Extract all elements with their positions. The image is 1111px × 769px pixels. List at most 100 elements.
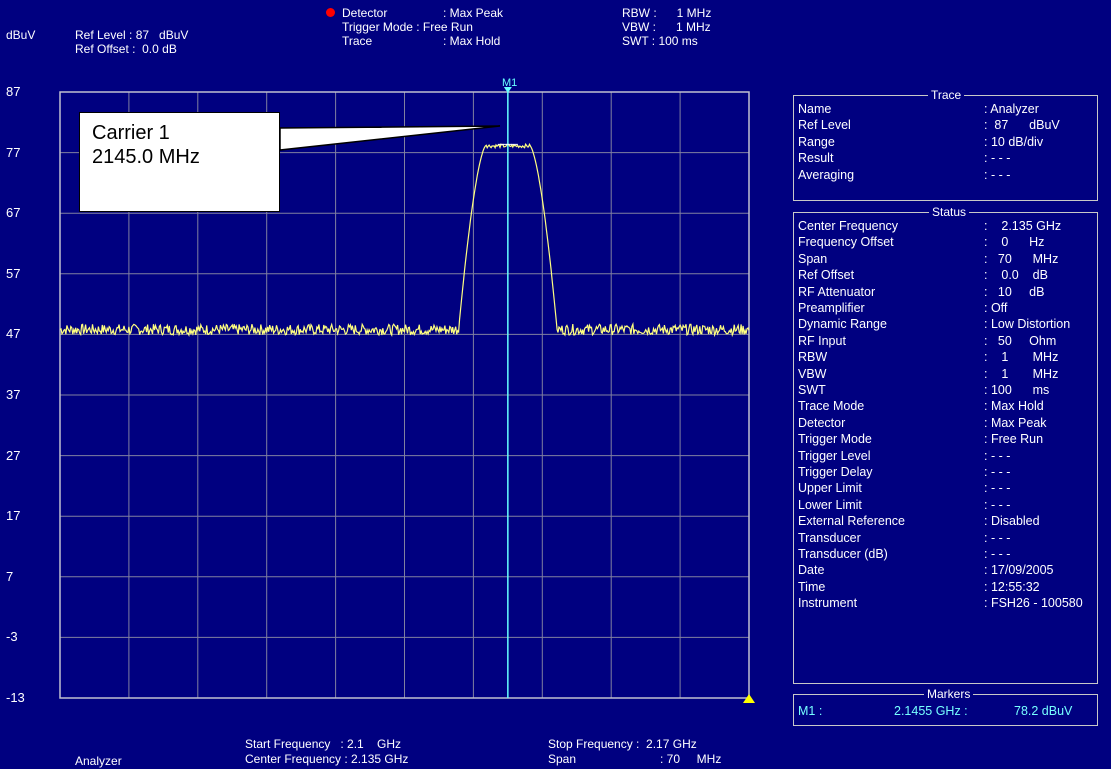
status-panel-row-key: Transducer (dB): [798, 547, 888, 561]
status-panel-row-value: : - - -: [984, 481, 1011, 496]
status-panel-row-value: : - - -: [984, 465, 1011, 479]
trace-panel-row: Result: - - -: [798, 150, 1093, 166]
status-panel-row: RF Input : 50 Ohm: [798, 333, 1093, 349]
detector-indicator-icon: [326, 8, 335, 17]
marker-m1-head-icon: [503, 87, 512, 93]
marker-m1-frequency: 2.1455 GHz :: [894, 704, 968, 718]
status-panel-row: Dynamic Range: Low Distortion: [798, 316, 1093, 332]
status-panel-row-value: : - - -: [984, 448, 1011, 463]
status-panel-row: Ref Offset : 0.0 dB: [798, 267, 1093, 283]
status-panel-row-key: RF Attenuator: [798, 284, 876, 299]
status-panel-row-key: Date: [798, 563, 825, 578]
status-panel-row: Transducer : - - -: [798, 530, 1093, 546]
status-panel-row: Center Frequency: 2.135 GHz: [798, 218, 1093, 234]
center-frequency-readout: Center Frequency : 2.135 GHz: [245, 752, 409, 766]
status-panel-row-value: : 0 Hz: [984, 235, 1045, 250]
trace-panel-row-value: : 10 dB/div: [984, 134, 1044, 149]
status-panel-row: Lower Limit: - - -: [798, 497, 1093, 513]
ref-offset-readout: Ref Offset : 0.0 dB: [75, 42, 177, 56]
status-panel-row-key: Trace Mode: [798, 399, 865, 414]
stop-frequency-marker-icon: [743, 694, 755, 703]
status-panel-row-value: : 0.0 dB: [984, 268, 1048, 283]
status-panel-row-key: Trigger Level: [798, 448, 871, 463]
y-tick-label: -13: [6, 690, 25, 705]
trace-panel-row: Range : 10 dB/div: [798, 134, 1093, 150]
marker-m1-row[interactable]: M1 : 2.1455 GHz : 78.2 dBuV: [798, 703, 1093, 719]
carrier-callout: Carrier 1 2145.0 MHz: [79, 112, 280, 212]
status-panel-row: Instrument: FSH26 - 100580: [798, 595, 1093, 611]
status-panel-row-value: : Free Run: [984, 432, 1044, 447]
status-panel-row-key: Trigger Delay: [798, 465, 873, 479]
status-panel-row-value: : 1 MHz: [984, 350, 1059, 365]
status-panel-row-value: : 17/09/2005: [984, 563, 1054, 578]
status-panel-row-key: VBW: [798, 366, 827, 381]
status-panel-row-value: : 50 Ohm: [984, 333, 1057, 348]
status-panel-row-value: : - - -: [984, 530, 1011, 545]
y-tick-label: 67: [6, 205, 21, 221]
trace-panel: Trace Name: Analyzer Ref Level: 87 dBuV Ra…: [793, 88, 1098, 201]
marker-m1-level: 78.2 dBuV: [1014, 704, 1073, 718]
callout-line2: 2145.0 MHz: [92, 146, 200, 168]
status-panel-row: Frequency Offset: 0 Hz: [798, 234, 1093, 250]
rbw-readout: RBW : 1 MHz: [622, 6, 712, 20]
markers-panel-title: Markers: [924, 687, 974, 701]
y-tick-label: 57: [6, 265, 21, 281]
trace-panel-row-key: Ref Level: [798, 118, 851, 133]
status-panel-row-key: Transducer: [798, 530, 861, 545]
status-panel-row-key: Instrument: [798, 596, 858, 611]
y-tick-label: 87: [6, 84, 21, 99]
status-panel-row-key: RBW: [798, 350, 828, 365]
status-panel-row-key: Ref Offset: [798, 268, 855, 283]
markers-panel: Markers M1 : 2.1455 GHz : 78.2 dBuV: [793, 687, 1098, 726]
y-tick-label: 37: [6, 387, 21, 402]
status-panel-row-value: : 70 MHz: [984, 251, 1059, 266]
status-panel-row: RF Attenuator : 10 dB: [798, 284, 1093, 300]
status-panel-row: Date : 17/09/2005: [798, 562, 1093, 578]
vbw-readout: VBW : 1 MHz: [622, 20, 711, 34]
status-panel-row-value: : 100 ms: [984, 383, 1050, 397]
status-panel-row: External Reference : Disabled: [798, 513, 1093, 529]
status-panel-row-key: RF Input: [798, 333, 846, 348]
trace-panel-row-value: : Analyzer: [984, 102, 1039, 116]
y-tick-label: 77: [6, 144, 21, 160]
status-panel-row-key: Span: [798, 251, 828, 266]
status-panel-row: Trigger Mode : Free Run: [798, 431, 1093, 447]
status-panel-row-value: : 1 MHz: [984, 366, 1059, 381]
start-frequency-readout: Start Frequency : 2.1 GHz: [245, 737, 402, 751]
trace-panel-row: Averaging: - - -: [798, 167, 1093, 183]
status-panel-row-key: Center Frequency: [798, 219, 899, 233]
y-tick-label: -3: [6, 629, 18, 645]
y-tick-label: 17: [6, 508, 21, 524]
trace-value: : Max Hold: [443, 34, 501, 48]
status-panel-row-value: : Max Peak: [984, 415, 1047, 430]
status-panel-row: Time : 12:55:32: [798, 579, 1093, 595]
trace-panel-row-key: Range: [798, 134, 835, 149]
status-panel-row-value: : 12:55:32: [984, 579, 1040, 594]
status-panel-row-key: Upper Limit: [798, 481, 862, 496]
status-panel-row-key: Time: [798, 579, 826, 594]
swt-readout: SWT : 100 ms: [622, 34, 698, 48]
y-tick-label: 7: [6, 568, 14, 584]
status-panel-row-key: SWT: [798, 383, 826, 397]
span-value: : 70 MHz: [660, 752, 722, 766]
marker-m1-label: M1 :: [798, 704, 823, 718]
status-panel-row-key: Trigger Mode: [798, 432, 872, 447]
status-panel-row-value: : Off: [984, 301, 1008, 315]
status-panel-row: VBW : 1 MHz: [798, 366, 1093, 382]
status-panel-row-key: Detector: [798, 415, 846, 430]
status-panel-row-value: : Disabled: [984, 514, 1040, 529]
status-panel-row: Detector : Max Peak: [798, 415, 1093, 431]
status-panel-row-key: External Reference: [798, 514, 906, 529]
stop-frequency-readout: Stop Frequency : 2.17 GHz: [548, 737, 697, 751]
status-panel-row-key: Preamplifier: [798, 301, 865, 315]
trace-panel-row-value: : 87 dBuV: [984, 118, 1060, 133]
trace-panel-row: Ref Level : 87 dBuV: [798, 117, 1093, 133]
status-panel-row: Trigger Level : - - -: [798, 448, 1093, 464]
status-panel-row-value: : 10 dB: [984, 284, 1045, 299]
trace-panel-row-value: : - - -: [984, 151, 1011, 166]
status-panel-row: Upper Limit : - - -: [798, 480, 1093, 496]
trace-label: Trace: [342, 34, 373, 48]
unit-label: dBuV: [6, 28, 36, 42]
status-panel-row: Span : 70 MHz: [798, 251, 1093, 267]
